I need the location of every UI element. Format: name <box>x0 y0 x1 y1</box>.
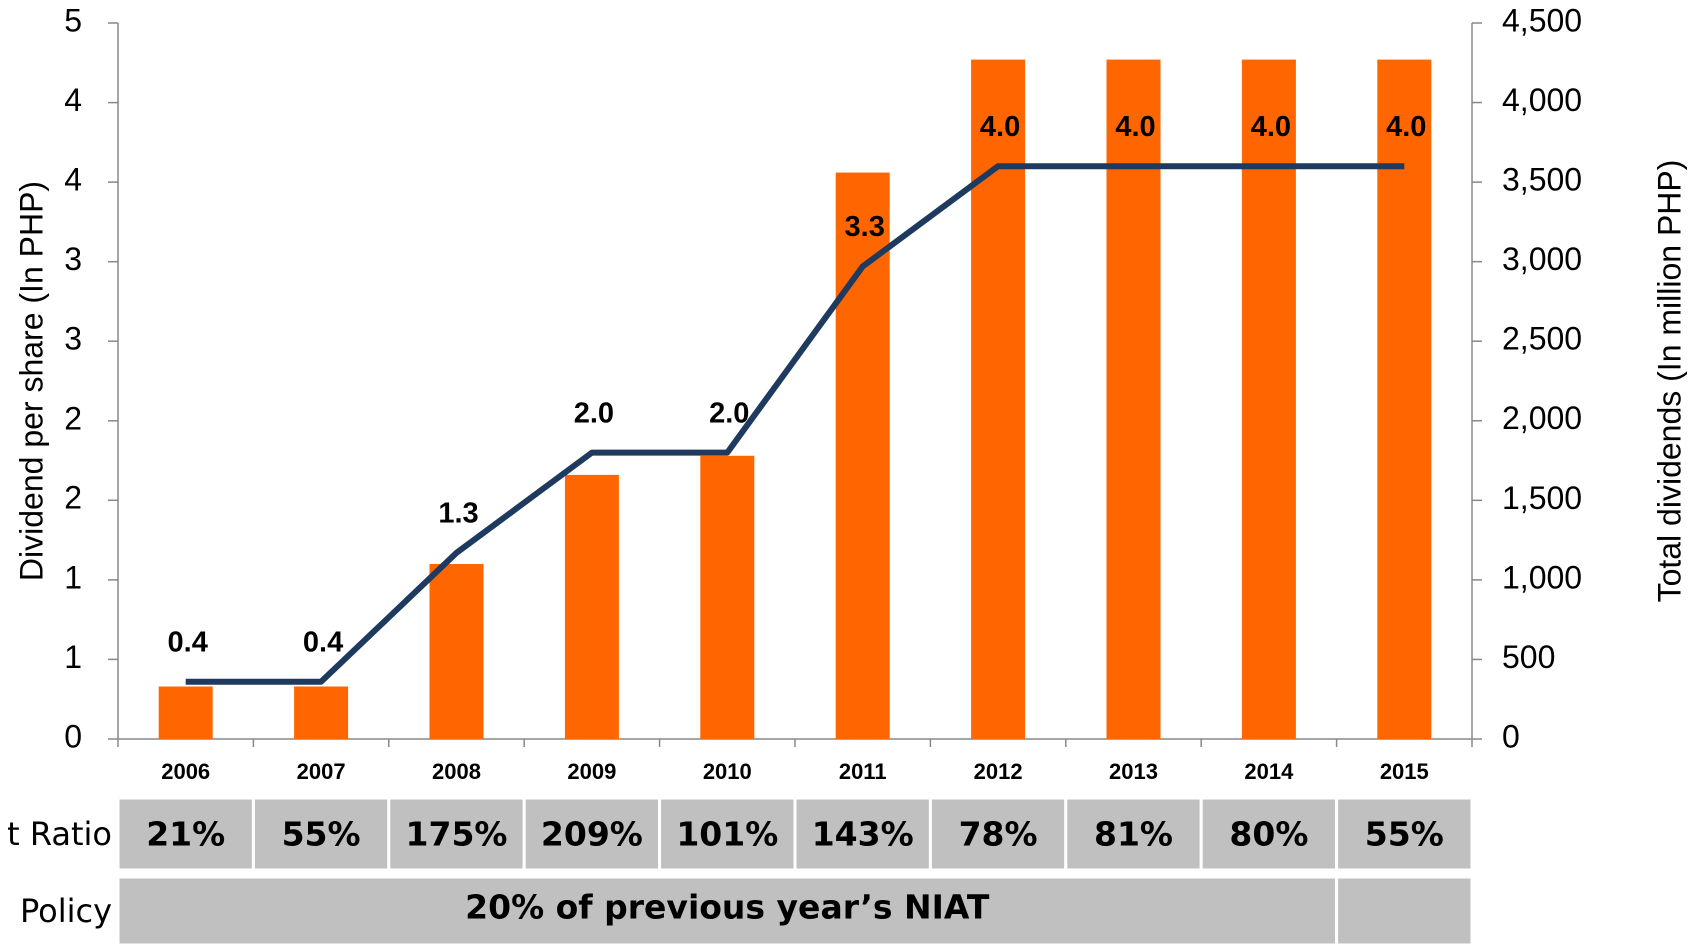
y-tick-label: 3 <box>64 321 82 357</box>
data-label: 1.3 <box>438 497 478 529</box>
cell-text: 21% <box>146 815 225 854</box>
y-tick-label: 4 <box>64 82 82 118</box>
x-tick-label: 2012 <box>974 759 1023 784</box>
table-cell <box>793 796 932 872</box>
y-axis-label: Dividend per share (In PHP) <box>13 181 49 581</box>
y-tick-label: 5 <box>64 2 82 38</box>
data-label: 0.4 <box>303 626 343 658</box>
cell-text: 55% <box>282 815 361 854</box>
data-label: 4.0 <box>980 111 1020 143</box>
y2-tick-label: 0 <box>1502 718 1520 754</box>
x-tick-label: 2008 <box>432 759 481 784</box>
row-label: t Ratio <box>7 815 112 853</box>
table-cell <box>116 875 1339 945</box>
data-label: 0.4 <box>168 626 208 658</box>
x-tick-label: 2015 <box>1380 759 1429 784</box>
data-label: 4.0 <box>1115 111 1155 143</box>
data-label: 2.0 <box>574 397 614 429</box>
x-tick-label: 2013 <box>1109 759 1158 784</box>
y2-tick-label: 3,000 <box>1502 241 1582 277</box>
y2-tick-label: 4,500 <box>1502 2 1582 38</box>
x-tick-label: 2006 <box>161 759 210 784</box>
table-cell <box>658 796 797 872</box>
bar <box>700 455 755 739</box>
x-tick-label: 2007 <box>297 759 346 784</box>
cell-text: 20% of previous year’s NIAT <box>465 888 990 927</box>
bar <box>971 59 1026 739</box>
bar <box>429 563 484 739</box>
bar <box>1377 59 1432 739</box>
row-label: Policy <box>20 892 112 930</box>
y-tick-label: 1 <box>64 639 82 675</box>
y2-tick-label: 4,000 <box>1502 82 1582 118</box>
cell-text: 81% <box>1094 815 1173 854</box>
table-cell <box>387 796 526 872</box>
y-tick-label: 3 <box>64 241 82 277</box>
table-cell <box>116 796 255 872</box>
y2-axis-label: Total dividends (In million PHP) <box>1651 160 1687 603</box>
table-cell <box>1335 796 1474 872</box>
x-tick-label: 2014 <box>1244 759 1294 784</box>
data-label: 4.0 <box>1251 111 1291 143</box>
data-label: 2.0 <box>709 397 749 429</box>
table-cell <box>251 796 391 872</box>
cell-text: 175% <box>406 815 508 854</box>
bar <box>564 474 619 739</box>
y2-tick-label: 3,500 <box>1502 162 1582 198</box>
y-tick-label: 2 <box>64 400 82 436</box>
cell-text: 80% <box>1229 815 1308 854</box>
bar <box>1106 59 1161 739</box>
cell-text: 78% <box>959 815 1038 854</box>
y-tick-label: 2 <box>64 480 82 516</box>
cell-text: 101% <box>676 815 778 854</box>
y2-tick-label: 2,500 <box>1502 321 1582 357</box>
y2-tick-label: 1,000 <box>1502 559 1582 595</box>
y2-tick-label: 1,500 <box>1502 480 1582 516</box>
cell-text: 209% <box>541 815 643 854</box>
y-tick-label: 0 <box>64 718 82 754</box>
table-cell <box>928 796 1068 872</box>
bar <box>835 172 890 739</box>
line <box>185 163 1405 685</box>
bar <box>158 686 213 739</box>
table-cell <box>1199 796 1339 872</box>
y-tick-label: 4 <box>64 162 82 198</box>
y2-tick-label: 500 <box>1502 639 1555 675</box>
bar <box>294 686 349 739</box>
data-label: 3.3 <box>845 211 885 243</box>
y-tick-label: 1 <box>64 559 82 595</box>
x-tick-label: 2011 <box>839 759 887 784</box>
x-tick-label: 2010 <box>703 759 752 784</box>
x-tick-label: 2009 <box>567 759 616 784</box>
data-label: 4.0 <box>1386 111 1426 143</box>
table-cell <box>1064 796 1203 872</box>
cell-text: 143% <box>812 815 914 854</box>
table-cell <box>1335 875 1474 945</box>
y2-tick-label: 2,000 <box>1502 400 1582 436</box>
bar <box>1241 59 1296 739</box>
cell-text: 55% <box>1365 815 1444 854</box>
